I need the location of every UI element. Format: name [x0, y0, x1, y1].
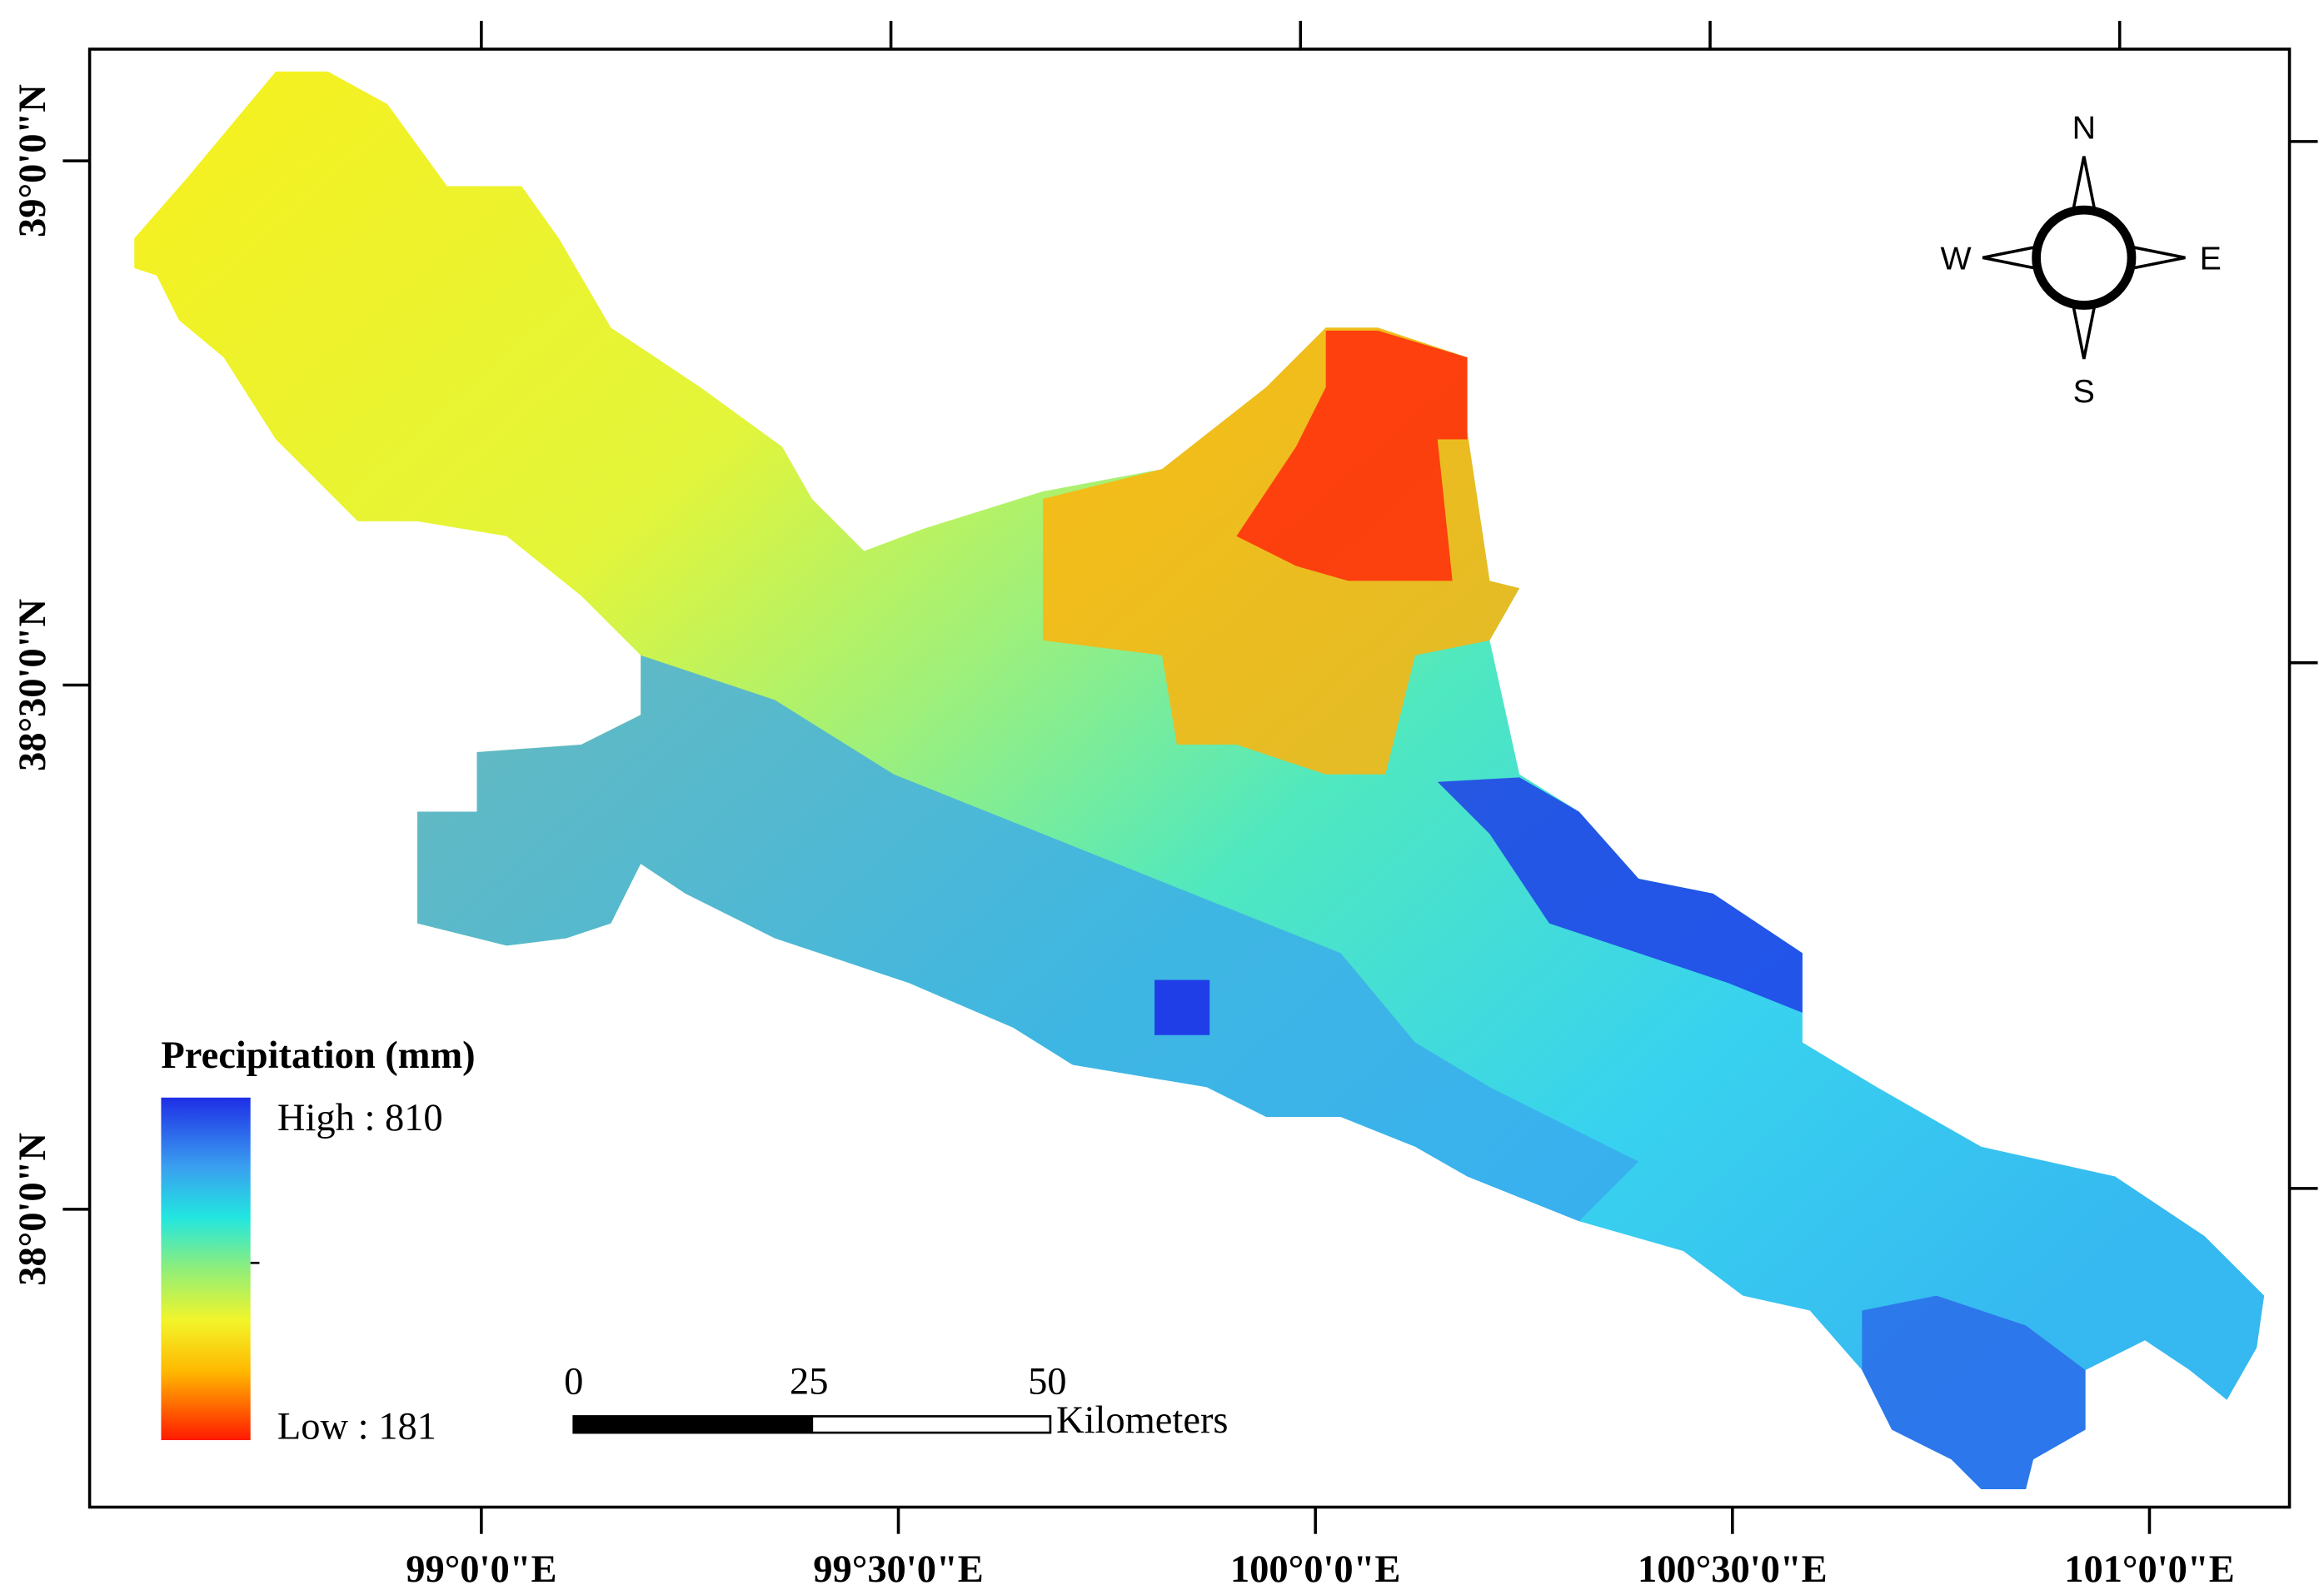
- compass-n: N: [2072, 109, 2096, 146]
- lon-label: 100°30'0"E: [1638, 1548, 1828, 1591]
- scale-unit: Kilometers: [1056, 1399, 1228, 1442]
- blue-patch-se: [1862, 1295, 2086, 1490]
- lon-label: 99°30'0"E: [813, 1548, 983, 1591]
- legend-color-bar: [161, 1097, 251, 1441]
- basin: [134, 71, 2265, 1490]
- lon-label: 100°0'0"E: [1230, 1548, 1400, 1591]
- wet-patch: [416, 655, 1639, 1222]
- compass-s: S: [2073, 373, 2095, 410]
- legend-title: Precipitation (mm): [161, 1034, 475, 1077]
- lat-label: 38°0'0"N: [12, 1133, 54, 1286]
- lon-label: 99°0'0"E: [406, 1548, 556, 1591]
- compass: N S E W: [1940, 109, 2221, 409]
- scale-labels: 0 25 50: [564, 1361, 1066, 1403]
- scale-label: 25: [790, 1361, 828, 1403]
- lon-labels: 99°0'0"E 99°30'0"E 100°0'0"E 100°30'0"E …: [406, 1548, 2234, 1591]
- lat-label: 39°0'0"N: [12, 84, 54, 237]
- scale-bar-black: [572, 1415, 814, 1434]
- lat-label: 38°30'0"N: [12, 599, 54, 771]
- lat-labels: 39°0'0"N 38°30'0"N 38°0'0"N: [12, 84, 54, 1286]
- ticks: [62, 21, 2318, 1534]
- scale-bar-white: [810, 1415, 1052, 1434]
- red-patch: [1236, 330, 1468, 581]
- legend-high: High : 810: [277, 1097, 443, 1139]
- blue-patch: [1437, 777, 1803, 1013]
- map-frame: [87, 47, 2292, 1509]
- scale-label: 0: [564, 1361, 583, 1403]
- compass-w: W: [1940, 241, 1971, 277]
- blue-spot: [1155, 979, 1210, 1035]
- compass-e: E: [2200, 241, 2222, 277]
- legend-low: Low : 181: [277, 1405, 436, 1448]
- scale-label: 50: [1028, 1361, 1066, 1403]
- lon-label: 101°0'0"E: [2064, 1548, 2234, 1591]
